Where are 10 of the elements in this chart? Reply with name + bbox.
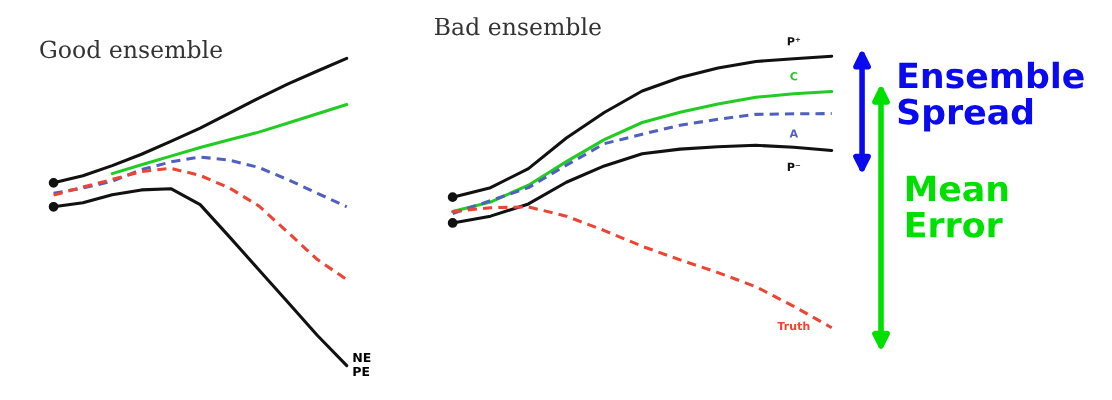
chart-title: Good ensemble [40, 40, 222, 59]
chart-title: Bad ensemble [434, 17, 601, 36]
annotation: NE PE [353, 352, 371, 377]
text: Mean Error [906, 175, 1008, 238]
series-label: A [789, 129, 799, 138]
series-label: P⁺ [787, 37, 801, 46]
series-label: P⁻ [787, 162, 801, 171]
text: Ensemble Spread [898, 61, 1084, 132]
series-label: Truth [777, 321, 810, 331]
series-label: C [790, 72, 798, 81]
